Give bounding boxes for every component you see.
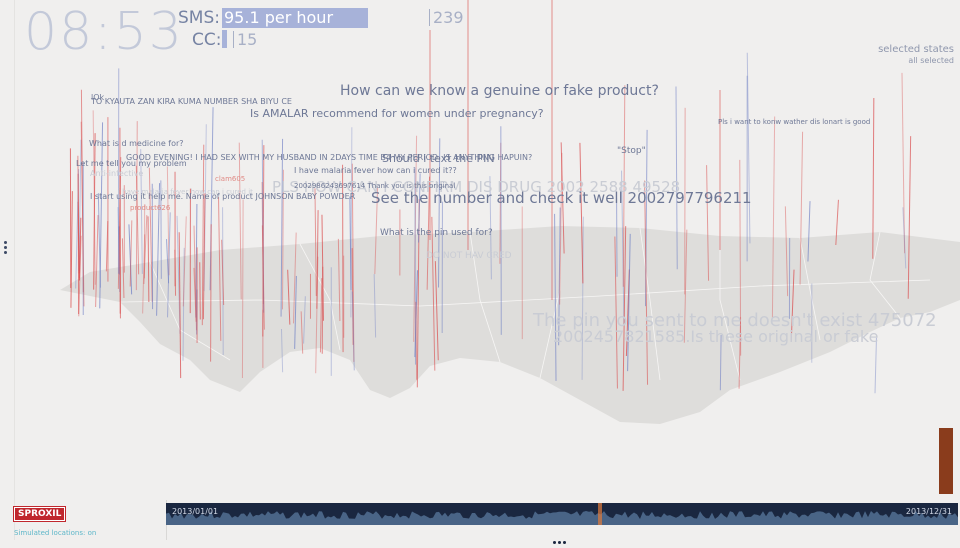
selected-states-title[interactable]: selected states	[878, 44, 954, 55]
message-text: I start using it help me. Name of produc…	[90, 192, 355, 201]
message-text: Let me tell you my problem	[76, 159, 187, 168]
message-text: I have malaria fever how can i cured it?…	[294, 166, 457, 175]
message-spike	[200, 262, 201, 319]
message-spike	[242, 200, 243, 378]
sproxil-logo: SPROXIL	[14, 507, 65, 521]
message-spike	[875, 338, 876, 393]
message-text: product626	[130, 204, 170, 212]
message-text: See the number and check it well 2002797…	[371, 189, 752, 207]
side-menu-icon[interactable]	[4, 241, 8, 257]
sms-rate-bar: 95.1 per hour	[222, 8, 368, 28]
message-text: Pls i want to konw wather dis lonart is …	[718, 118, 870, 126]
message-text: TO KYAUTA ZAN KIRA KUMA NUMBER SHA BIYU …	[91, 97, 292, 106]
message-spike	[211, 224, 212, 361]
message-text: "Stop"	[617, 146, 646, 156]
message-text: How can we know a genuine or fake produc…	[340, 83, 659, 99]
timeline-wave-area	[166, 511, 958, 525]
timeline-scrubber[interactable]: 2013/01/01 2013/12/31	[166, 503, 958, 525]
timeline-end-date: 2013/12/31	[906, 507, 952, 516]
timeline-start-date: 2013/01/01	[172, 507, 218, 516]
timeline-playhead[interactable]	[598, 503, 602, 525]
volume-bar	[939, 428, 953, 494]
message-text: What is the pin used for?	[380, 228, 493, 238]
message-spike	[120, 128, 121, 319]
sms-label: SMS:	[178, 8, 220, 28]
timeline-more-icon[interactable]	[553, 529, 568, 548]
message-text: Should i text the PIN	[382, 152, 495, 165]
message-text: Is AMALAR recommend for women under preg…	[250, 107, 544, 120]
left-edge-divider	[14, 0, 15, 540]
message-text: 2002457821585.Is these original or fake	[553, 327, 878, 346]
simulated-locations-toggle[interactable]: Simulated locations: on	[14, 529, 96, 537]
message-text: clam605	[215, 175, 245, 183]
timeline-volume-wave	[166, 503, 958, 525]
message-text: DO NOT HAV CRED	[426, 251, 512, 261]
cc-max: 15	[233, 31, 257, 48]
message-spike	[175, 250, 176, 296]
selected-states-value[interactable]: all selected	[908, 56, 954, 65]
message-text: lOk	[91, 93, 104, 102]
clock: 08:53	[24, 2, 184, 62]
message-text: What is d medicine for?	[89, 139, 184, 148]
cc-rate-bar	[222, 30, 227, 48]
sms-max: 239	[429, 9, 464, 26]
cc-label: CC:	[192, 30, 221, 50]
message-text: Anti-infective	[90, 169, 143, 178]
